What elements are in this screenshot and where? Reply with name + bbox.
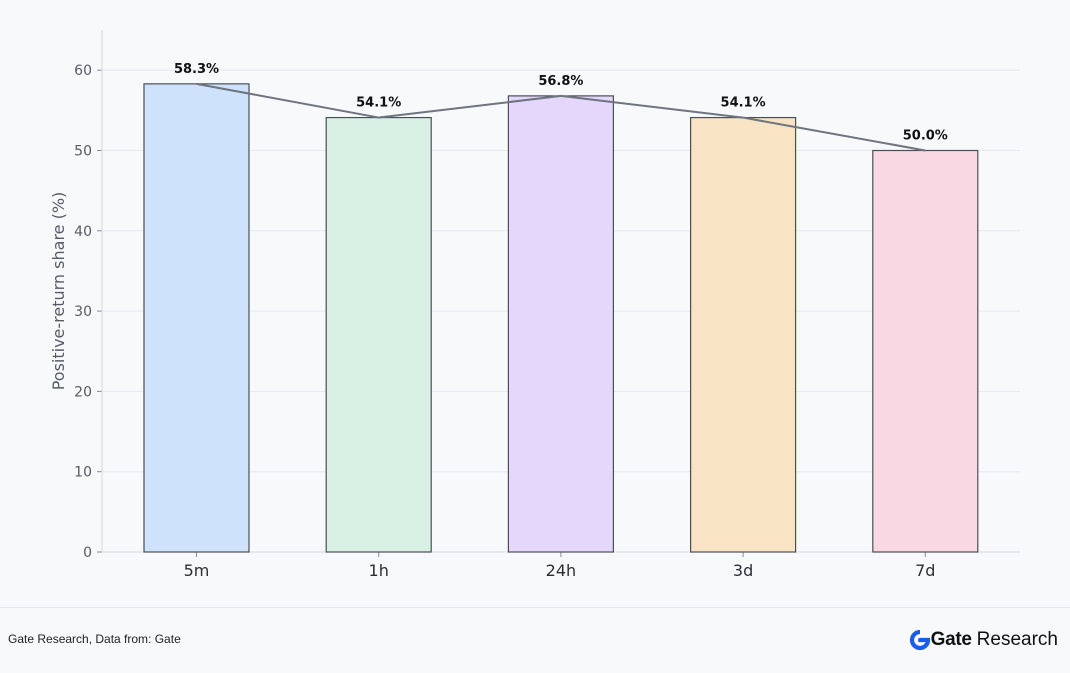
y-tick-label: 50: [74, 144, 92, 160]
x-tick-label: 5m: [184, 561, 210, 580]
footer-source-text: Gate Research, Data from: Gate: [8, 632, 181, 646]
bar-chart: 0 10 20 30 40 50 60 5m 1h 24h 3d 7d 58.3% 54.1% 56.8%…: [49, 30, 1020, 580]
bar-24h: [507, 95, 614, 553]
bar-5m: [143, 83, 250, 553]
trend-line: [196, 82, 926, 152]
y-tick-label: 20: [74, 384, 92, 400]
footer-divider: [0, 607, 1070, 608]
y-tick-label: 10: [74, 465, 92, 481]
line-layer: [196, 82, 926, 152]
x-tick-label: 7d: [915, 561, 935, 580]
label-layer: 58.3% 54.1% 56.8% 54.1% 50.0%: [174, 62, 948, 144]
x-tick-label: 24h: [546, 561, 577, 580]
y-tick-label: 0: [83, 545, 92, 561]
y-tick-label: 40: [74, 224, 92, 240]
y-tick-label: 30: [74, 304, 92, 320]
data-label: 56.8%: [538, 74, 583, 89]
brand-logo-group: Gate Research: [909, 626, 1058, 654]
bar-7d: [872, 149, 979, 553]
bar-layer: [143, 83, 979, 553]
data-label: 54.1%: [721, 96, 766, 111]
bar-3d: [689, 116, 797, 553]
y-tick-label: 60: [74, 63, 92, 79]
gate-logo-icon: [909, 630, 930, 650]
data-label: 50.0%: [903, 129, 948, 144]
x-tick-label: 3d: [733, 561, 753, 580]
brand-name: Gate: [930, 629, 972, 650]
data-label: 54.1%: [356, 96, 401, 111]
y-axis-label: Positive-return share (%): [49, 192, 68, 391]
bar-1h: [325, 116, 432, 553]
data-label: 58.3%: [174, 62, 219, 77]
x-tick-label: 1h: [369, 561, 389, 580]
brand-suffix: Research: [976, 629, 1058, 650]
